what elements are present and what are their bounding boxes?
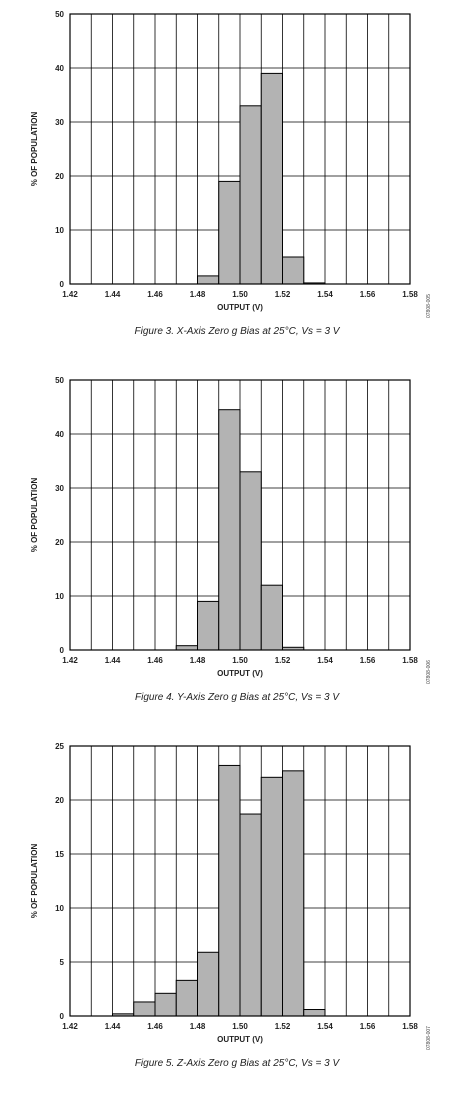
y-tick-label: 20: [55, 796, 64, 805]
x-axis-title: OUTPUT (V): [217, 1035, 263, 1044]
histogram-bar: [218, 409, 241, 651]
bars: [112, 764, 326, 1017]
histogram-bar: [133, 1001, 156, 1017]
histogram-bar: [218, 764, 241, 1017]
histogram-bar: [282, 256, 305, 285]
x-axis-title: OUTPUT (V): [217, 303, 263, 312]
x-tick-label: 1.48: [190, 290, 206, 299]
x-tick-label: 1.48: [190, 656, 206, 665]
x-tick-label: 1.42: [62, 290, 78, 299]
figure-side-code: 07808-006: [426, 660, 432, 684]
histogram-bar: [260, 72, 283, 285]
histogram-bar: [197, 275, 220, 285]
x-tick-label: 1.44: [105, 656, 121, 665]
y-tick-label: 40: [55, 430, 64, 439]
histogram-bar: [303, 1009, 326, 1017]
y-tick-label: 40: [55, 64, 64, 73]
y-tick-label: 5: [60, 958, 65, 967]
y-tick-label: 30: [55, 118, 64, 127]
x-tick-label: 1.50: [232, 1022, 248, 1031]
x-tick-label: 1.42: [62, 656, 78, 665]
y-axis-title: % OF POPULATION: [30, 112, 39, 187]
figure-caption: Figure 3. X-Axis Zero g Bias at 25°C, Vs…: [134, 326, 340, 337]
y-tick-label: 25: [55, 742, 64, 751]
x-tick-label: 1.42: [62, 1022, 78, 1031]
y-tick-label: 20: [55, 538, 64, 547]
y-axis-title: % OF POPULATION: [30, 844, 39, 919]
x-tick-label: 1.48: [190, 1022, 206, 1031]
figure-z-axis: 0 5 10 15 20 25 1.42 1.44 1.46 1.48 1.50 1.52 1.54 1.…: [0, 732, 474, 1102]
histogram-bar: [260, 776, 283, 1017]
y-tick-label: 10: [55, 592, 64, 601]
x-tick-label: 1.44: [105, 290, 121, 299]
histogram-bar: [154, 992, 177, 1017]
figure-caption: Figure 4. Y-Axis Zero g Bias at 25°C, Vs…: [135, 692, 339, 703]
x-tick-label: 1.50: [232, 656, 248, 665]
figure-y-axis: 0 10 20 30 40 50 1.42 1.44 1.46 1.48 1.50 1.52 1.54 1…: [0, 366, 474, 721]
histogram-z-axis: 0 5 10 15 20 25 1.42 1.44 1.46 1.48 1.50 1.52 1.54 1.…: [30, 742, 418, 1044]
y-tick-label: 30: [55, 484, 64, 493]
y-tick-label: 10: [55, 226, 64, 235]
figure-x-axis: 0 10 20 30 40 50 1.42 1.44 1.46 1.48 1.50 1.52 1.54 1…: [0, 0, 474, 355]
x-axis-title: OUTPUT (V): [217, 669, 263, 678]
x-tick-label: 1.46: [147, 656, 163, 665]
y-tick-label: 0: [60, 1012, 65, 1021]
x-tick-label: 1.50: [232, 290, 248, 299]
y-tick-label: 10: [55, 904, 64, 913]
histogram-bar: [239, 813, 262, 1017]
histogram-bar: [282, 770, 305, 1017]
x-tick-label: 1.46: [147, 290, 163, 299]
x-tick-label: 1.56: [360, 290, 376, 299]
y-tick-label: 0: [60, 280, 65, 289]
histogram-y-axis: 0 10 20 30 40 50 1.42 1.44 1.46 1.48 1.50 1.52 1.54 1…: [30, 376, 418, 678]
x-tick-label: 1.58: [402, 1022, 418, 1031]
x-tick-label: 1.54: [317, 656, 333, 665]
plot-frame: [69, 379, 411, 651]
histogram-bar: [197, 951, 220, 1017]
bars: [197, 72, 326, 285]
y-tick-label: 50: [55, 10, 64, 19]
histogram-bar: [197, 600, 220, 651]
x-tick-label: 1.46: [147, 1022, 163, 1031]
histogram-bar: [175, 645, 198, 651]
histogram-bar: [239, 471, 262, 651]
figure-side-code: 07808-005: [426, 294, 432, 318]
x-tick-label: 1.52: [275, 656, 291, 665]
plot-frame: [69, 13, 411, 285]
x-tick-label: 1.58: [402, 290, 418, 299]
x-tick-label: 1.54: [317, 290, 333, 299]
histogram-x-axis: 0 10 20 30 40 50 1.42 1.44 1.46 1.48 1.50 1.52 1.54 1…: [30, 10, 418, 312]
x-tick-label: 1.54: [317, 1022, 333, 1031]
histogram-bar: [175, 979, 198, 1017]
y-tick-label: 0: [60, 646, 65, 655]
x-tick-label: 1.52: [275, 290, 291, 299]
y-axis-title: % OF POPULATION: [30, 478, 39, 553]
x-tick-label: 1.58: [402, 656, 418, 665]
figure-caption: Figure 5. Z-Axis Zero g Bias at 25°C, Vs…: [134, 1058, 340, 1069]
plot-frame: [69, 745, 411, 1017]
histogram-bar: [239, 105, 262, 285]
histogram-bar: [218, 180, 241, 285]
x-tick-label: 1.56: [360, 656, 376, 665]
figure-side-code: 07808-007: [426, 1026, 432, 1050]
y-tick-label: 15: [55, 850, 64, 859]
histogram-bar: [260, 584, 283, 651]
x-tick-label: 1.52: [275, 1022, 291, 1031]
y-tick-label: 20: [55, 172, 64, 181]
x-tick-label: 1.56: [360, 1022, 376, 1031]
y-tick-label: 50: [55, 376, 64, 385]
x-tick-label: 1.44: [105, 1022, 121, 1031]
bars: [175, 409, 305, 651]
